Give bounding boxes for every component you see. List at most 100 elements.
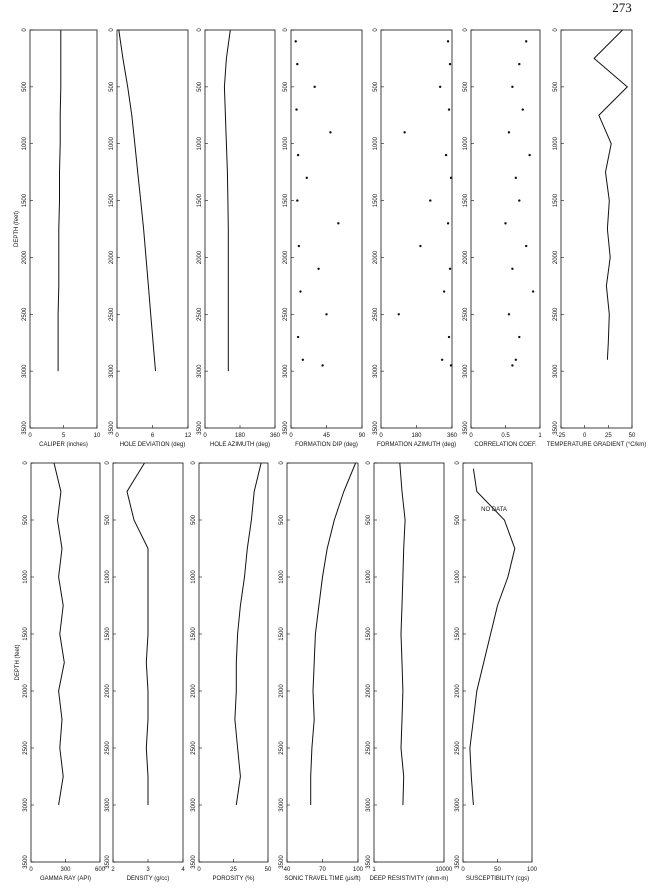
x-tick-label: 25 <box>230 867 237 873</box>
x-tick-label: 180 <box>411 433 422 439</box>
log-trace <box>310 462 357 805</box>
log-trace <box>126 462 149 805</box>
data-point <box>448 62 452 66</box>
y-tick-label: 500 <box>197 81 203 92</box>
y-tick-label: 1000 <box>105 570 111 584</box>
y-tick-label: 1000 <box>23 570 29 584</box>
y-tick-label: 1500 <box>373 193 379 207</box>
y-tick-label: 0 <box>105 461 111 465</box>
panel-frame <box>373 462 445 863</box>
y-tick-label: 3000 <box>373 364 379 378</box>
y-tick-label: 1500 <box>105 627 111 641</box>
x-tick-label: 0 <box>461 867 465 873</box>
x-axis-label: SONIC TRAVEL TIME (µs/ft) <box>284 876 360 882</box>
y-tick-label: 3500 <box>455 855 461 869</box>
x-tick-label: 100 <box>353 867 364 873</box>
data-point <box>296 199 299 202</box>
panel-frame <box>470 29 541 429</box>
y-tick-label: 2000 <box>109 250 115 264</box>
x-axis-label: DENSITY (g/cc) <box>127 876 170 882</box>
y-tick-label: 2500 <box>373 307 379 321</box>
y-tick-label: 0 <box>197 28 203 32</box>
y-tick-label: 0 <box>109 28 115 32</box>
y-tick-label: 3000 <box>23 798 29 812</box>
y-tick-label: 2500 <box>109 307 115 321</box>
y-tick-label: 2000 <box>463 250 469 264</box>
y-tick-label: 3000 <box>22 364 28 378</box>
y-tick-label: 2000 <box>373 250 379 264</box>
data-point <box>531 290 535 293</box>
log-trace <box>57 30 62 372</box>
data-point <box>329 131 332 134</box>
y-tick-label: 500 <box>105 514 111 525</box>
data-point <box>297 244 301 248</box>
y-tick-label: 2000 <box>191 684 197 698</box>
panel-frame <box>380 29 453 429</box>
data-point <box>518 62 521 66</box>
x-tick-label: 50 <box>494 867 501 873</box>
data-point <box>525 244 528 248</box>
y-tick-label: 1500 <box>191 627 197 641</box>
y-tick-label: 2000 <box>22 250 28 264</box>
x-tick-label: 10 <box>94 433 101 439</box>
x-tick-label: 10000 <box>436 867 453 873</box>
x-tick-label: 40 <box>284 867 291 873</box>
data-point <box>511 85 514 89</box>
x-tick-label: 0 <box>203 433 207 439</box>
y-tick-label: 500 <box>109 81 115 92</box>
data-point <box>301 358 305 361</box>
y-tick-label: 500 <box>455 514 461 525</box>
data-point <box>429 199 432 202</box>
y-tick-label: 3000 <box>366 798 372 812</box>
data-point <box>299 290 302 293</box>
y-tick-label: 0 <box>23 461 29 465</box>
x-tick-label: -25 <box>557 433 566 439</box>
y-tick-label: 0 <box>22 28 28 32</box>
data-point <box>337 222 340 225</box>
x-axis-label: SUSCEPTIBILITY (cgs) <box>466 876 529 882</box>
y-tick-label: 500 <box>283 81 289 92</box>
data-point <box>438 85 442 89</box>
x-tick-label: 0 <box>289 433 293 439</box>
y-tick-label: 3500 <box>23 855 29 869</box>
y-tick-label: 3500 <box>279 855 285 869</box>
x-tick-label: 360 <box>447 433 458 439</box>
log-trace <box>399 462 406 806</box>
data-point <box>448 267 452 270</box>
x-tick-label: 0 <box>28 433 32 439</box>
y-tick-label: 2000 <box>105 684 111 698</box>
y-tick-label: 2500 <box>105 741 111 755</box>
y-tick-label: 3000 <box>197 364 203 378</box>
x-tick-label: 100 <box>527 867 538 873</box>
data-point <box>507 131 511 134</box>
y-tick-label: 2000 <box>279 684 285 698</box>
panel-frame <box>290 29 363 429</box>
data-point <box>525 40 528 43</box>
x-axis-label: DEEP RESISTIVITY (ohm-m) <box>370 876 449 882</box>
x-tick-label: 12 <box>185 433 192 439</box>
y-tick-label: 1000 <box>366 570 372 584</box>
x-axis-label: TEMPERATURE GRADIENT (°C/km) <box>547 442 647 448</box>
data-point <box>397 313 400 316</box>
y-tick-label: 3500 <box>283 421 289 435</box>
y-tick-label: 0 <box>279 461 285 465</box>
y-tick-label: 2000 <box>283 250 289 264</box>
data-point <box>511 267 514 270</box>
y-tick-label: 3000 <box>109 364 115 378</box>
data-point <box>294 40 297 43</box>
log-trace <box>53 462 65 806</box>
y-tick-label: 1000 <box>553 136 559 150</box>
x-tick-label: 0 <box>29 867 33 873</box>
data-point <box>518 199 521 202</box>
y-tick-label: 2000 <box>366 684 372 698</box>
log-trace <box>469 468 516 806</box>
data-point <box>504 222 507 225</box>
y-tick-label: 3000 <box>463 364 469 378</box>
y-tick-label: 2000 <box>455 684 461 698</box>
x-axis-label: HOLE DEVIATION (deg) <box>120 442 186 448</box>
data-point <box>440 358 444 361</box>
y-tick-label: 500 <box>191 514 197 525</box>
data-point <box>296 62 299 66</box>
y-tick-label: 2500 <box>22 307 28 321</box>
data-point <box>447 335 451 339</box>
